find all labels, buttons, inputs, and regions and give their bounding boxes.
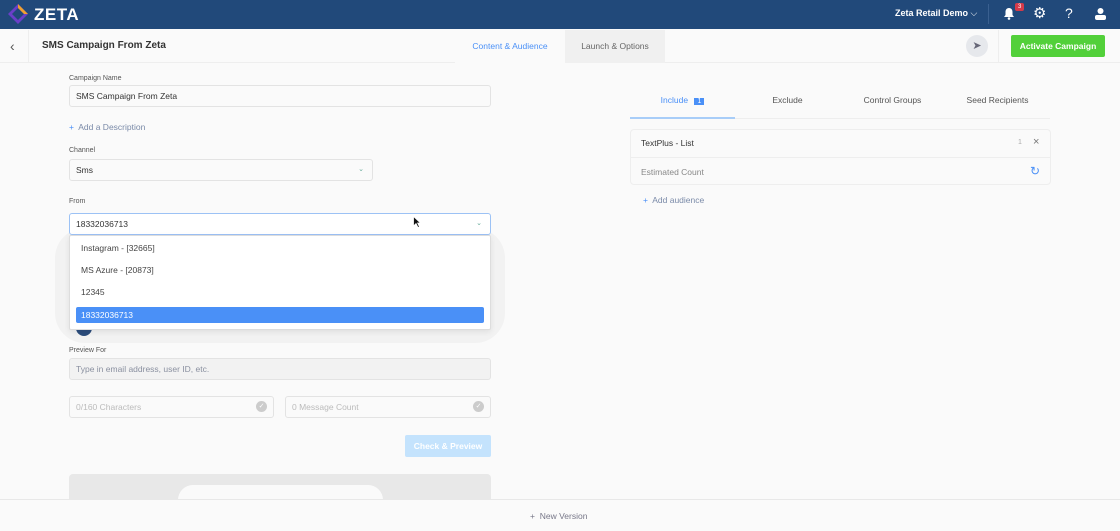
- channel-value: Sms: [76, 165, 93, 175]
- check-circle-icon: ✓: [473, 401, 484, 412]
- org-switcher[interactable]: Zeta Retail Demo ⌵: [895, 8, 977, 19]
- tab-launch-options[interactable]: Launch & Options: [565, 30, 665, 63]
- top-nav-bar: [0, 0, 1120, 29]
- from-label: From: [69, 198, 86, 205]
- active-tab-indicator: [630, 117, 735, 119]
- back-arrow-icon[interactable]: ‹: [10, 38, 15, 54]
- audience-list-name: TextPlus - List: [641, 138, 694, 148]
- footer-bar: [0, 499, 1120, 531]
- add-audience-label: Add audience: [652, 195, 705, 205]
- add-description-link[interactable]: + Add a Description: [69, 122, 145, 132]
- plus-icon: +: [69, 122, 74, 132]
- divider: [28, 30, 29, 63]
- org-name: Zeta Retail Demo: [895, 8, 969, 18]
- new-version-label: New Version: [539, 511, 588, 521]
- chevron-down-icon: ⌄: [358, 166, 364, 173]
- user-icon[interactable]: [1094, 7, 1107, 20]
- add-audience-link[interactable]: + Add audience: [643, 195, 704, 205]
- chevron-down-icon: ⌵: [970, 8, 978, 18]
- tab-content-audience[interactable]: Content & Audience: [455, 30, 565, 63]
- estimated-count-label: Estimated Count: [641, 167, 704, 177]
- plus-icon: +: [530, 511, 535, 521]
- add-description-label: Add a Description: [78, 122, 146, 132]
- activate-campaign-button[interactable]: Activate Campaign: [1011, 35, 1105, 57]
- plus-icon: +: [643, 195, 648, 205]
- message-count: 0 Message Count ✓: [285, 396, 491, 418]
- audience-list-count: 1: [1018, 139, 1022, 146]
- audience-tab-exclude[interactable]: Exclude: [772, 95, 803, 105]
- audience-tab-seed-recipients[interactable]: Seed Recipients: [966, 95, 1029, 105]
- notification-badge: 3: [1015, 3, 1025, 11]
- message-count-text: 0 Message Count: [292, 402, 359, 412]
- include-label: Include: [660, 95, 689, 105]
- new-version-button[interactable]: + New Version: [530, 511, 587, 521]
- campaign-name-label: Campaign Name: [69, 75, 122, 82]
- refresh-icon[interactable]: ↻: [1030, 164, 1041, 178]
- page-title: SMS Campaign From Zeta: [42, 40, 166, 51]
- chevron-down-icon: ⌄: [476, 220, 482, 227]
- preview-for-input[interactable]: Type in email address, user ID, etc.: [69, 358, 491, 380]
- audience-tab-control-groups[interactable]: Control Groups: [863, 95, 922, 105]
- close-icon[interactable]: ×: [1033, 136, 1040, 148]
- check-preview-button[interactable]: Check & Preview: [405, 435, 491, 457]
- preview-for-label: Preview For: [69, 347, 107, 354]
- characters-text: 0/160 Characters: [76, 402, 142, 412]
- gear-icon[interactable]: ⚙: [1033, 5, 1047, 22]
- zeta-logo-icon: [8, 4, 28, 24]
- characters-count: 0/160 Characters ✓: [69, 396, 274, 418]
- mouse-cursor-icon: [413, 216, 421, 228]
- from-option[interactable]: 12345: [81, 287, 105, 297]
- from-value: 18332036713: [76, 219, 129, 229]
- bell-icon[interactable]: [1003, 7, 1015, 20]
- help-icon[interactable]: ?: [1065, 5, 1073, 21]
- channel-label: Channel: [69, 147, 96, 154]
- from-option[interactable]: MS Azure - [20873]: [81, 265, 154, 275]
- brand-name: ZETA: [34, 5, 80, 24]
- divider: [998, 30, 999, 63]
- campaign-name-input[interactable]: SMS Campaign From Zeta: [69, 85, 491, 107]
- channel-select[interactable]: Sms ⌄: [69, 159, 373, 181]
- from-option-selected[interactable]: 18332036713: [76, 307, 484, 323]
- from-select[interactable]: 18332036713 ⌄: [69, 213, 491, 235]
- audience-tab-include[interactable]: Include 1: [630, 95, 735, 105]
- divider: [630, 118, 1050, 119]
- from-option[interactable]: Instagram - [32665]: [81, 243, 155, 253]
- divider: [988, 4, 989, 24]
- divider: [631, 157, 1050, 158]
- check-circle-icon: ✓: [256, 401, 267, 412]
- include-count-badge: 1: [694, 98, 705, 105]
- send-test-icon[interactable]: ➤: [966, 35, 988, 57]
